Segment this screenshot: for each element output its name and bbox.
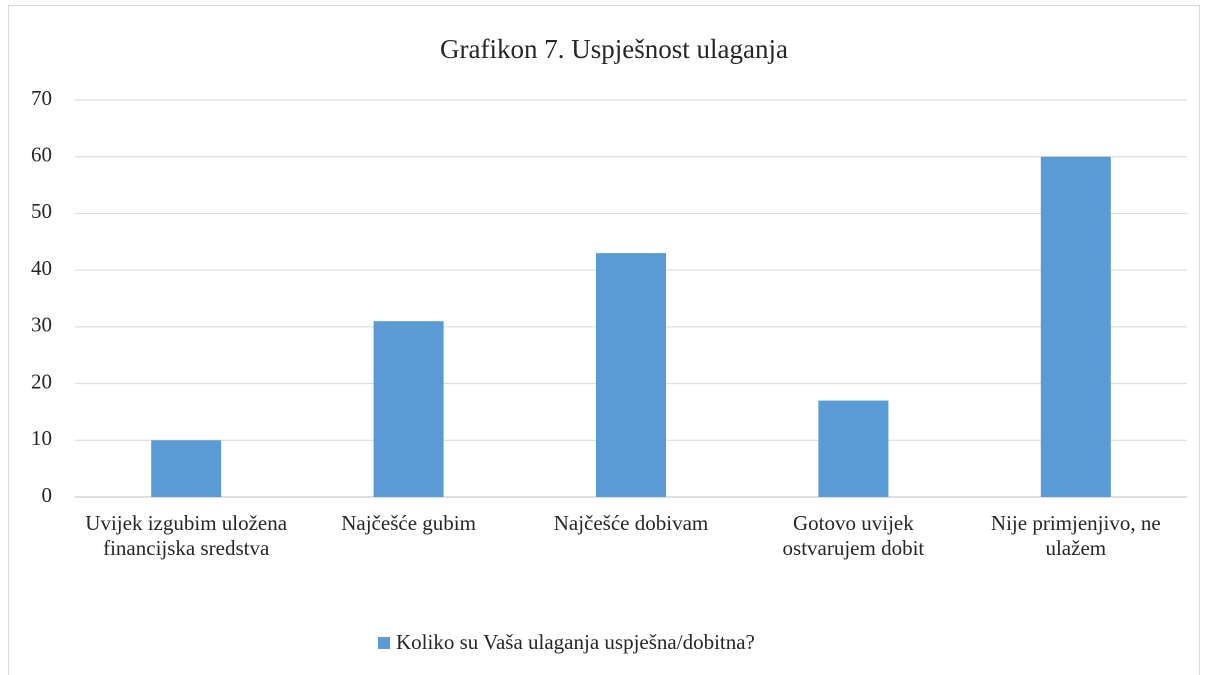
bar xyxy=(818,400,889,497)
y-tick-label: 50 xyxy=(31,199,52,223)
x-tick-label: Nije primjenjivo, ne ulažem xyxy=(990,511,1161,560)
bar xyxy=(596,253,666,497)
bar xyxy=(1040,156,1111,497)
y-tick-label: 10 xyxy=(31,426,52,450)
y-tick-label: 30 xyxy=(31,313,52,337)
legend-label: Koliko su Vaša ulaganja uspješna/dobitna… xyxy=(396,630,755,654)
x-tick-label: Gotovo uvijek ostvarujem dobit xyxy=(782,511,925,560)
x-tick-label: Uvijek izgubim uložena financijska sreds… xyxy=(85,511,288,560)
y-tick-label: 40 xyxy=(31,256,52,280)
chart-title: Grafikon 7. Uspješnost ulaganja xyxy=(440,34,788,64)
y-tick-label: 20 xyxy=(31,369,52,393)
y-tick-label: 70 xyxy=(31,86,52,110)
bar xyxy=(151,440,222,497)
x-tick-label: Najčešće dobivam xyxy=(553,511,709,535)
y-tick-label: 0 xyxy=(42,483,53,507)
bar xyxy=(373,321,444,497)
x-tick-label: Najčešće gubim xyxy=(341,511,476,535)
y-tick-label: 60 xyxy=(31,143,52,167)
chart-border xyxy=(8,5,1200,675)
legend-swatch xyxy=(378,637,390,649)
